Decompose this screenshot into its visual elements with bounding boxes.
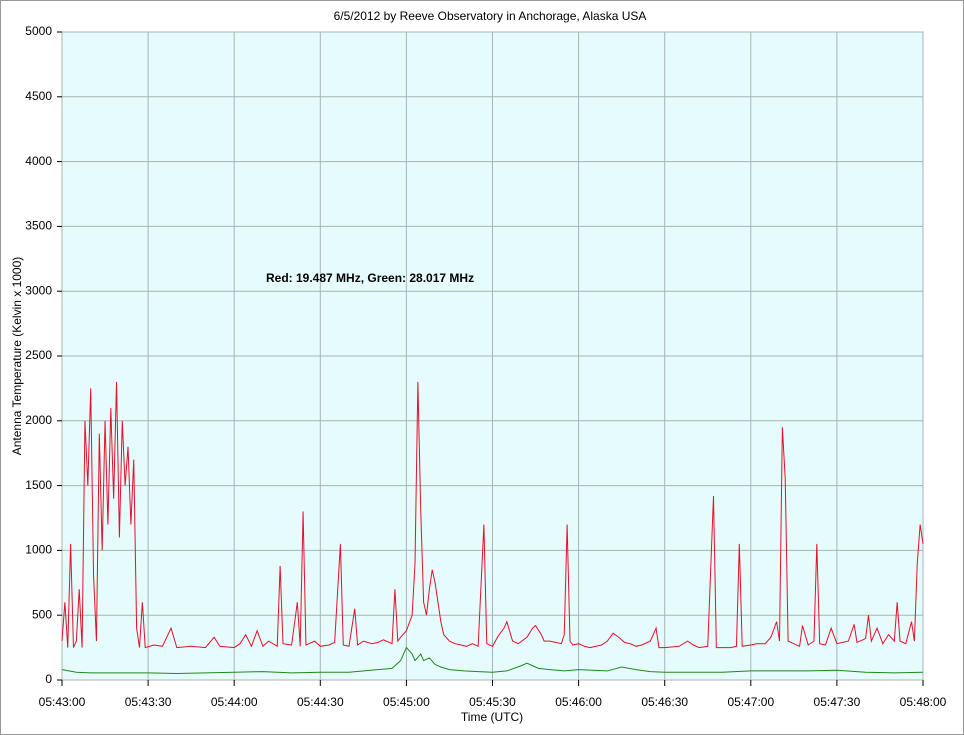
- x-tick-label: 05:46:30: [641, 695, 688, 709]
- series-line: [61, 646, 924, 675]
- y-tick-label: 5000: [25, 24, 52, 38]
- chart-title: 6/5/2012 by Reeve Observatory in Anchora…: [334, 9, 647, 23]
- y-tick-label: 3000: [25, 283, 52, 297]
- x-tick-label: 05:44:30: [297, 695, 344, 709]
- x-tick-label: 05:45:00: [383, 695, 430, 709]
- lines: [61, 381, 924, 675]
- y-tick-label: 4500: [25, 89, 52, 103]
- x-tick-label: 05:48:00: [900, 695, 947, 709]
- y-tick-label: 1000: [25, 543, 52, 557]
- grid: [61, 31, 924, 681]
- y-tick-label: 1500: [25, 478, 52, 492]
- y-axis-label: Antenna Temperature (Kelvin x 1000): [10, 257, 24, 456]
- x-tick-label: 05:47:00: [727, 695, 774, 709]
- x-tick-label: 05:45:30: [469, 695, 516, 709]
- y-tick-label: 2000: [25, 413, 52, 427]
- x-tick-label: 05:43:30: [125, 695, 172, 709]
- y-tick-label: 2500: [25, 348, 52, 362]
- x-tick-label: 05:47:30: [814, 695, 861, 709]
- y-tick-label: 3500: [25, 219, 52, 233]
- x-axis-label: Time (UTC): [461, 710, 523, 724]
- x-tick-label: 05:46:00: [555, 695, 602, 709]
- x-tick-label: 05:44:00: [211, 695, 258, 709]
- annotation: Red: 19.487 MHz, Green: 28.017 MHz: [266, 271, 474, 285]
- y-tick-label: 500: [32, 607, 52, 621]
- y-tick-label: 4000: [25, 154, 52, 168]
- x-tick-label: 05:43:00: [39, 695, 86, 709]
- y-tick-label: 0: [45, 672, 52, 686]
- series-line: [61, 381, 924, 649]
